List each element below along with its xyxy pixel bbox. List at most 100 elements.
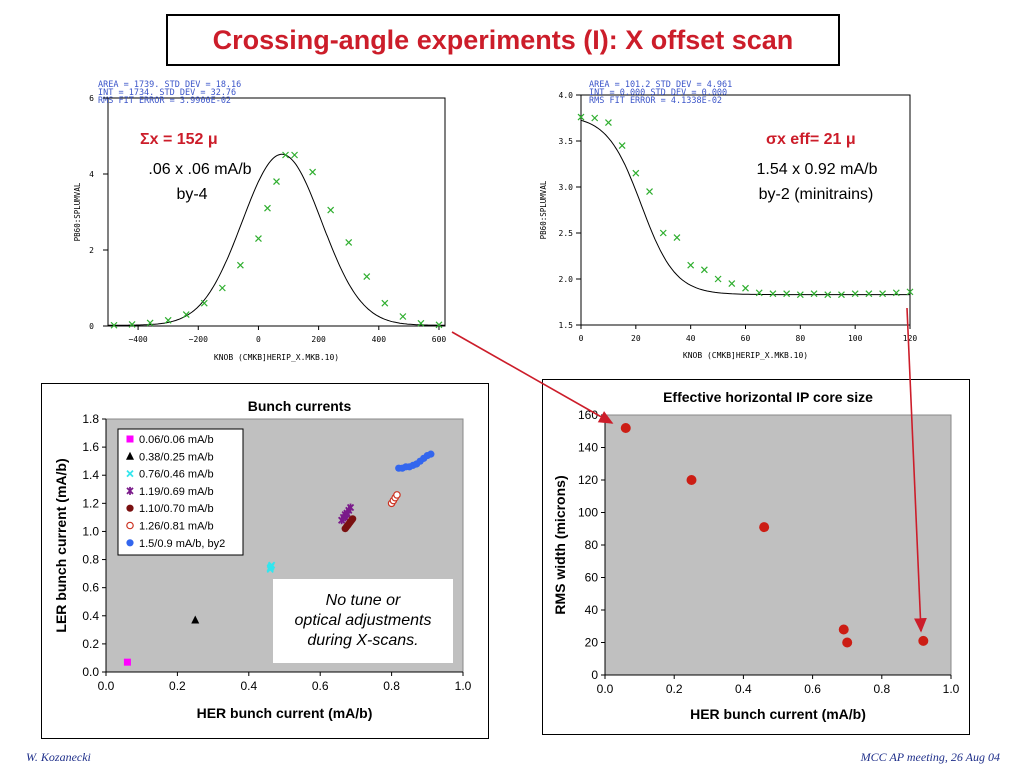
data-point xyxy=(218,284,226,292)
data-point-stroke xyxy=(309,168,317,176)
x-tick-label: 400 xyxy=(372,335,387,344)
data-point xyxy=(164,316,172,324)
y-tick-label: 1.2 xyxy=(82,496,99,510)
x-tick-label: 0.0 xyxy=(98,679,115,693)
x-tick-label: 0.8 xyxy=(873,682,890,696)
bunch-currents-chart: Bunch currents 0.0 0.2 0.4 0.6 0.8 1.0 1.2 1.4 1.… xyxy=(53,398,472,721)
data-point xyxy=(349,515,357,523)
y-tick-label: 2 xyxy=(89,246,94,255)
data-point-stroke xyxy=(865,290,873,298)
y-tick-label: 0.4 xyxy=(82,609,99,623)
scan-header-line: INT = 0.000 STD DEV = 0.000 xyxy=(589,88,727,98)
data-point xyxy=(687,261,695,269)
data-point-stroke xyxy=(892,289,900,297)
data-point-stroke xyxy=(906,288,914,296)
x-tick-label: 600 xyxy=(432,335,447,344)
x-tick-label: 60 xyxy=(741,334,751,343)
legend-label: 1.19/0.69 mA/b xyxy=(139,486,214,498)
scan-header-line: AREA = 101.2 STD DEV = 4.961 xyxy=(589,80,732,90)
legend-label: 0.76/0.46 mA/b xyxy=(139,469,214,481)
data-point-stroke xyxy=(618,142,626,150)
note-line: No tune or xyxy=(326,592,401,609)
data-point-stroke xyxy=(200,299,208,307)
data-point-stroke xyxy=(700,266,708,274)
fit-curve xyxy=(580,119,910,296)
data-point xyxy=(591,114,599,122)
data-point-stroke xyxy=(755,289,763,297)
y-axis-title: PB60:SPLUMVAL xyxy=(73,182,82,241)
data-point xyxy=(728,280,736,288)
scan-note-1: .06 x .06 mA/b xyxy=(148,161,251,178)
y-tick-label: 140 xyxy=(578,441,598,455)
y-tick-label: 120 xyxy=(578,473,598,487)
legend-marker xyxy=(126,451,134,460)
x-axis-title: HER bunch current (mA/b) xyxy=(690,706,866,722)
x-tick-label: 20 xyxy=(631,334,641,343)
y-tick-label: 6 xyxy=(89,94,94,103)
data-point-stroke xyxy=(591,114,599,122)
scan-header-line: INT = 1734. STD DEV = 32.76 xyxy=(98,88,236,98)
x-tick-label: 0 xyxy=(256,335,261,344)
data-point-stroke xyxy=(146,319,154,327)
y-tick-label: 2.0 xyxy=(559,275,574,284)
data-point xyxy=(842,637,853,648)
x-tick-label: 0.2 xyxy=(169,679,186,693)
data-point-stroke xyxy=(646,188,653,196)
x-tick-label: −400 xyxy=(128,335,147,344)
data-point xyxy=(824,291,832,299)
data-point-stroke xyxy=(659,229,667,237)
legend-marker xyxy=(126,539,134,547)
data-point xyxy=(399,313,407,320)
data-point xyxy=(346,503,355,512)
y-tick-label: 4.0 xyxy=(559,91,574,100)
data-point xyxy=(659,229,667,237)
y-tick-label: 0.6 xyxy=(82,581,99,595)
data-point xyxy=(282,151,289,159)
data-point-stroke xyxy=(577,113,585,121)
y-tick-label: 100 xyxy=(578,506,598,520)
data-point xyxy=(865,290,873,298)
y-tick-label: 60 xyxy=(585,571,599,585)
data-point xyxy=(327,206,335,214)
data-point-stroke xyxy=(783,290,791,298)
data-point-stroke xyxy=(879,290,887,298)
legend-marker xyxy=(126,504,134,512)
data-point-stroke xyxy=(273,178,280,186)
data-point xyxy=(182,311,190,319)
data-point xyxy=(742,284,749,292)
y-axis-title: PB60:SPLUMVAL xyxy=(539,180,548,239)
data-point xyxy=(759,522,770,533)
data-point xyxy=(191,615,200,624)
data-point xyxy=(796,291,804,299)
y-tick-label: 0 xyxy=(89,322,94,331)
chart-title: Effective horizontal IP core size xyxy=(663,389,873,405)
data-point xyxy=(892,289,900,297)
x-axis-title: HER bunch current (mA/b) xyxy=(197,705,373,721)
y-tick-label: 3.0 xyxy=(559,183,574,192)
data-point xyxy=(686,475,697,485)
data-point-stroke xyxy=(282,151,289,159)
y-tick-label: 160 xyxy=(578,408,598,422)
x-tick-label: 40 xyxy=(686,334,696,343)
data-point xyxy=(618,142,626,150)
data-point-stroke xyxy=(128,321,136,328)
data-point-stroke xyxy=(255,235,262,243)
data-point xyxy=(838,291,845,299)
data-point xyxy=(755,289,763,297)
y-axis-title: LER bunch current (mA/b) xyxy=(53,458,69,632)
note-line: optical adjustments xyxy=(295,612,432,629)
x-tick-label: 0.2 xyxy=(666,682,683,696)
core-size-panel: Effective horizontal IP core size 0 20 40 60… xyxy=(542,379,970,735)
slide-title-box: Crossing-angle experiments (I): X offset… xyxy=(166,14,840,66)
data-point xyxy=(435,321,443,329)
plot-area xyxy=(604,414,952,676)
data-point-stroke xyxy=(110,321,118,329)
data-point xyxy=(266,564,274,572)
data-point xyxy=(123,658,131,666)
data-point-stroke xyxy=(182,311,190,319)
y-tick-label: 0.8 xyxy=(82,553,99,567)
data-point xyxy=(309,168,317,176)
data-point xyxy=(417,319,425,327)
data-point-stroke xyxy=(851,290,859,298)
